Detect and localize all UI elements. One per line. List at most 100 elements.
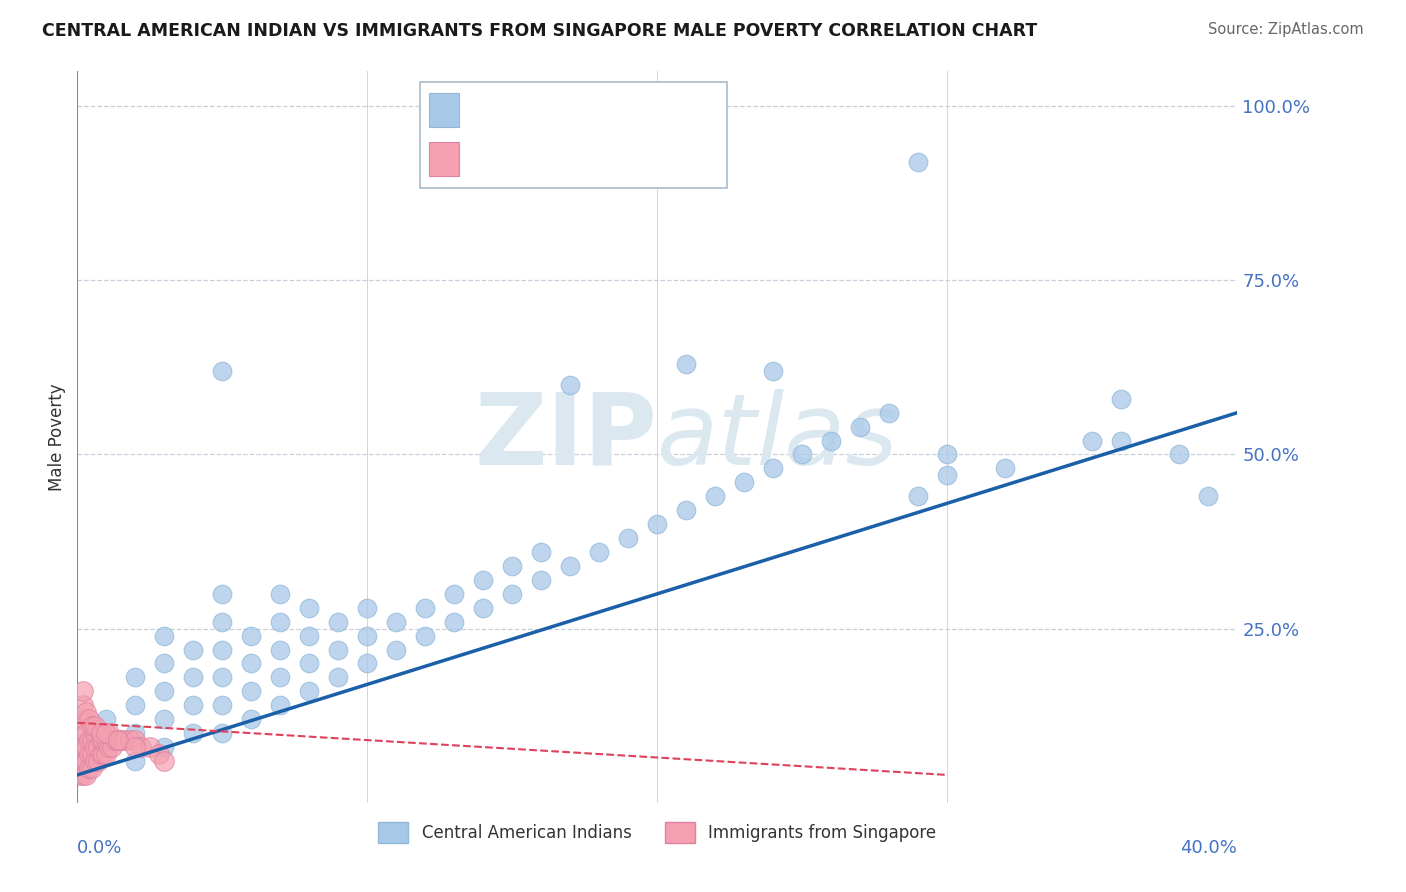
Point <box>86 740 108 755</box>
Point <box>77 761 100 775</box>
Text: atlas: atlas <box>658 389 898 485</box>
Point <box>104 733 127 747</box>
Point <box>328 615 350 629</box>
Point <box>96 726 118 740</box>
Point <box>98 740 121 755</box>
Point <box>269 642 291 657</box>
Point <box>96 733 118 747</box>
Point <box>83 726 105 740</box>
Point <box>211 587 233 601</box>
Point <box>240 684 263 698</box>
Point <box>936 448 959 462</box>
Point <box>675 503 697 517</box>
Point <box>588 545 610 559</box>
Point <box>75 754 97 768</box>
Point <box>617 531 640 545</box>
Point <box>472 600 495 615</box>
Point <box>183 642 205 657</box>
Point <box>298 657 321 671</box>
Point <box>530 545 553 559</box>
Point <box>107 733 129 747</box>
Point <box>98 726 121 740</box>
Point <box>907 155 929 169</box>
Point <box>83 740 105 755</box>
Point <box>936 468 959 483</box>
Point <box>328 642 350 657</box>
Point <box>96 740 118 755</box>
Point <box>443 587 465 601</box>
Point <box>385 642 408 657</box>
Point <box>269 698 291 713</box>
Point <box>77 712 100 726</box>
Point <box>129 740 152 755</box>
Point <box>1081 434 1104 448</box>
Point <box>877 406 901 420</box>
Point <box>112 733 135 747</box>
Point <box>153 754 176 768</box>
Point <box>101 740 124 755</box>
Y-axis label: Male Poverty: Male Poverty <box>48 384 66 491</box>
Point <box>86 754 108 768</box>
Point <box>80 747 103 761</box>
Point <box>211 698 233 713</box>
Point <box>69 740 91 755</box>
Point <box>560 558 582 573</box>
Point <box>153 629 176 643</box>
Point <box>110 733 132 747</box>
Point <box>211 615 233 629</box>
Text: CENTRAL AMERICAN INDIAN VS IMMIGRANTS FROM SINGAPORE MALE POVERTY CORRELATION CH: CENTRAL AMERICAN INDIAN VS IMMIGRANTS FR… <box>42 22 1038 40</box>
Point <box>77 747 100 761</box>
Point <box>240 657 263 671</box>
Point <box>733 475 755 490</box>
Point <box>153 684 176 698</box>
Point <box>356 657 378 671</box>
Point <box>72 698 94 713</box>
Point <box>83 754 105 768</box>
Point <box>704 489 727 503</box>
Point <box>413 600 436 615</box>
Point <box>675 357 697 371</box>
Point <box>83 719 105 733</box>
Point <box>269 670 291 684</box>
Point <box>93 733 115 747</box>
Point <box>298 684 321 698</box>
Point <box>240 629 263 643</box>
Point <box>72 768 94 782</box>
Point <box>96 712 118 726</box>
Text: 0.0%: 0.0% <box>77 839 122 857</box>
Point <box>77 733 100 747</box>
Point <box>1111 392 1133 406</box>
Point <box>90 726 111 740</box>
Point <box>124 670 146 684</box>
Point <box>69 754 91 768</box>
Point <box>124 754 146 768</box>
Point <box>148 747 170 761</box>
Point <box>820 434 842 448</box>
Point <box>647 517 669 532</box>
Text: Source: ZipAtlas.com: Source: ZipAtlas.com <box>1208 22 1364 37</box>
Point <box>69 768 91 782</box>
Point <box>80 761 103 775</box>
Point <box>560 377 582 392</box>
Point <box>211 670 233 684</box>
Point <box>501 558 523 573</box>
Point <box>72 754 94 768</box>
Point <box>124 726 146 740</box>
Point <box>90 733 111 747</box>
Point <box>385 615 408 629</box>
Point <box>211 364 233 378</box>
Point <box>183 698 205 713</box>
Point <box>96 747 118 761</box>
Point <box>413 629 436 643</box>
Point <box>124 733 146 747</box>
Point <box>849 419 872 434</box>
Point <box>153 657 176 671</box>
Point <box>72 712 94 726</box>
Point <box>80 719 103 733</box>
Point <box>75 705 97 719</box>
Point <box>107 733 129 747</box>
Point <box>328 670 350 684</box>
Point <box>153 712 176 726</box>
Point <box>80 733 103 747</box>
Point <box>75 726 97 740</box>
